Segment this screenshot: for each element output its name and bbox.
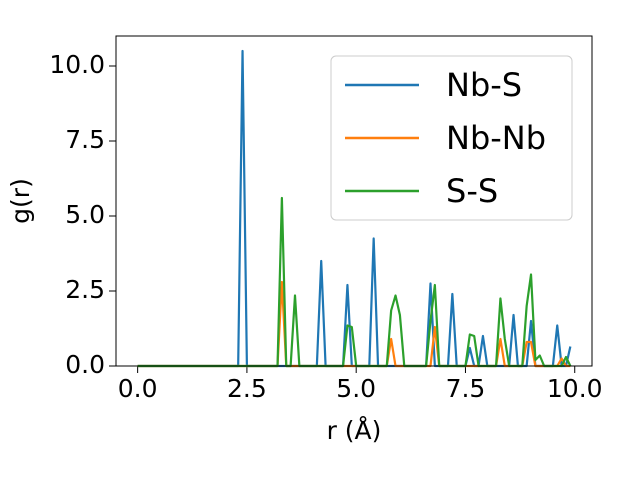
plot-frame [115, 35, 593, 367]
legend-label: Nb-S [446, 66, 522, 104]
x-tick-label: 10.0 [547, 374, 603, 403]
x-tick-label: 7.5 [446, 374, 486, 403]
x-axis-label: r (Å) [327, 416, 382, 445]
x-tick-label: 2.5 [227, 374, 267, 403]
y-tick-label: 10.0 [49, 50, 105, 79]
y-tick-label: 5.0 [65, 200, 105, 229]
x-tick-label: 5.0 [336, 374, 376, 403]
y-tick-label: 2.5 [65, 275, 105, 304]
y-tick-label: 7.5 [65, 125, 105, 154]
legend-box [330, 55, 573, 221]
legend-label: Nb-Nb [446, 119, 546, 157]
legend-label: S-S [446, 172, 498, 210]
line-series [137, 196, 572, 368]
x-tick-label: 0.0 [118, 374, 158, 403]
y-axis-label: g(r) [6, 178, 35, 224]
y-tick-label: 0.0 [65, 350, 105, 379]
